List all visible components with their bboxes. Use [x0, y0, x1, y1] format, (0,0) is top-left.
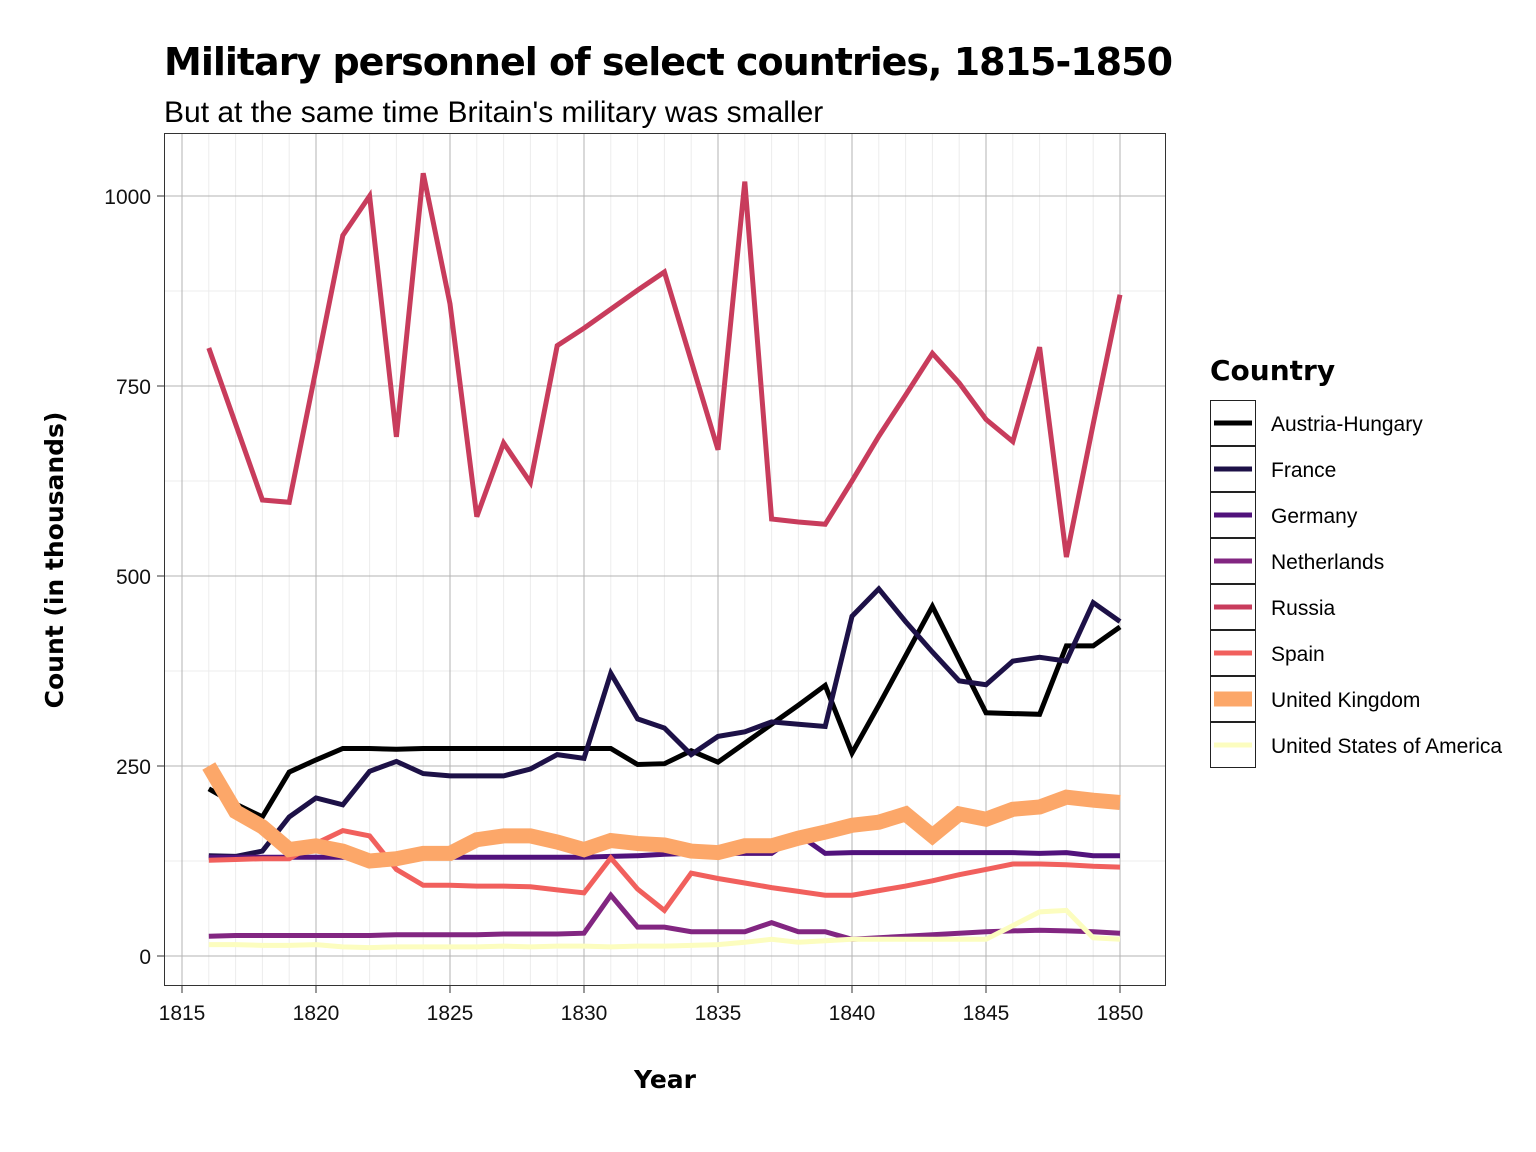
y-tick-label: 0: [139, 946, 151, 969]
legend-label-france: France: [1271, 459, 1336, 482]
legend-label-austria-hungary: Austria-Hungary: [1271, 413, 1423, 436]
series-line-united-kingdom: [202, 762, 1121, 869]
x-tick-label: 1845: [963, 1002, 1010, 1025]
y-tick-label: 750: [116, 376, 151, 399]
series-line-russia: [206, 172, 1123, 558]
legend-label-netherlands: Netherlands: [1271, 551, 1384, 574]
legend-label-united-states-of-america: United States of America: [1271, 735, 1502, 758]
y-tick-label: 500: [116, 566, 151, 589]
series-lines: [202, 172, 1123, 951]
x-tick-label: 1830: [561, 1002, 608, 1025]
series-line-netherlands: [208, 891, 1121, 942]
chart-title: Military personnel of select countries, …: [164, 40, 1172, 84]
legend-label-germany: Germany: [1271, 505, 1358, 528]
legend-title: Country: [1210, 354, 1335, 387]
legend-label-united-kingdom: United Kingdom: [1271, 689, 1420, 712]
plot-panel-border: [164, 133, 1166, 986]
legend-label-russia: Russia: [1271, 597, 1336, 620]
x-tick-label: 1835: [695, 1002, 742, 1025]
x-axis-title: Year: [633, 1065, 697, 1094]
x-tick-label: 1820: [293, 1002, 340, 1025]
x-axis-ticks: 1815 1820 1825 1830 1835 1840 1845 1850: [159, 986, 1144, 1025]
x-tick-label: 1825: [427, 1002, 474, 1025]
series-line-united-states-of-america: [208, 907, 1121, 951]
y-axis-title: Count (in thousands): [40, 412, 69, 709]
y-axis-ticks: 0 250 500 750 1000: [104, 186, 164, 969]
x-tick-label: 1840: [829, 1002, 876, 1025]
x-tick-label: 1815: [159, 1002, 206, 1025]
series-line-austria-hungary: [207, 601, 1122, 821]
series-line-spain: [208, 827, 1121, 914]
y-tick-label: 250: [116, 756, 151, 779]
chart-subtitle: But at the same time Britain's military …: [164, 96, 823, 129]
x-tick-label: 1850: [1097, 1002, 1144, 1025]
y-tick-label: 1000: [104, 186, 151, 209]
major-gridlines: [165, 134, 1165, 985]
legend-label-spain: Spain: [1271, 643, 1325, 666]
legend: Country Austria-Hungary France Germany Neth…: [1210, 354, 1502, 768]
series-line-france: [208, 585, 1122, 859]
